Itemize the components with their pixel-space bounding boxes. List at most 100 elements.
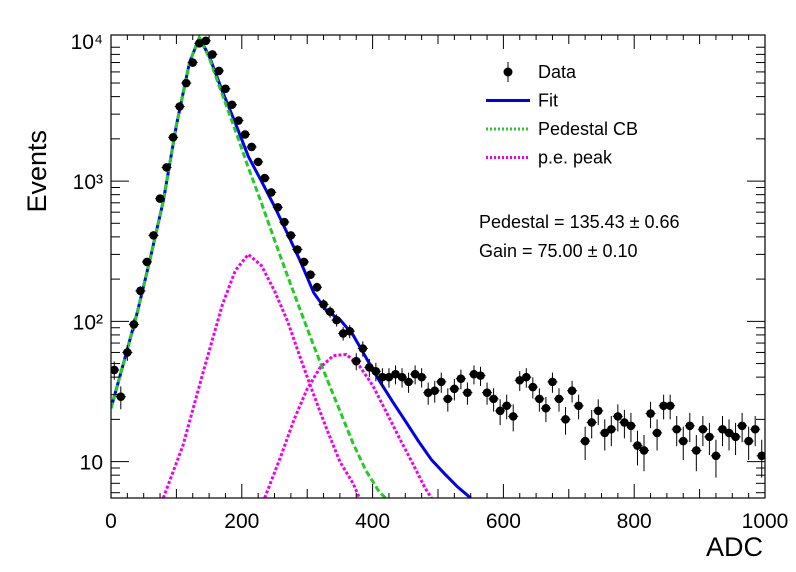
data-point — [299, 257, 309, 267]
data-point — [175, 102, 184, 111]
fit-annotations: Pedestal = 135.43 ± 0.66 Gain = 75.00 ± 0… — [479, 212, 680, 261]
data-point — [436, 377, 446, 387]
data-point — [280, 217, 289, 227]
x-tick-label: 0 — [105, 510, 117, 533]
tick-labels: 0 200 400 600 800 1000 10 10² 10³ 10⁴ — [71, 31, 789, 533]
data-point — [371, 367, 381, 376]
data-point — [639, 446, 649, 455]
data-point — [521, 372, 531, 382]
data-point — [450, 384, 459, 394]
data-point — [659, 401, 668, 411]
data-point — [136, 286, 145, 296]
data-point — [351, 356, 361, 366]
data-point — [672, 424, 682, 434]
data-point — [325, 307, 335, 317]
data-point — [554, 394, 564, 404]
data-point — [482, 388, 492, 397]
legend-label: Pedestal CB — [538, 119, 638, 139]
legend-label: Fit — [538, 91, 558, 111]
fit-annotation: Pedestal = 135.43 ± 0.66 — [479, 212, 680, 232]
data-point — [162, 163, 171, 172]
data-point — [718, 424, 727, 434]
data-point — [293, 245, 302, 254]
legend-label: Data — [538, 62, 577, 82]
data-point — [463, 388, 472, 397]
data-point — [607, 424, 616, 434]
data-point — [495, 406, 505, 416]
data-point — [260, 173, 269, 183]
data-point — [253, 157, 263, 167]
data-point — [129, 320, 139, 329]
data-point — [508, 412, 518, 421]
x-tick-label: 400 — [355, 510, 390, 533]
data-point — [149, 231, 158, 240]
data-point — [489, 394, 498, 404]
y-axis-title: Events — [22, 130, 52, 213]
data-point — [469, 369, 479, 379]
legend: Data Fit Pedestal CB p.e. peak — [486, 62, 638, 168]
data-point — [626, 421, 636, 431]
fit-annotation: Gain = 75.00 ± 0.10 — [479, 241, 638, 261]
data-point — [711, 451, 721, 461]
data-point — [698, 424, 708, 434]
data-point — [430, 386, 440, 396]
data-point — [123, 348, 132, 357]
x-tick-label: 600 — [486, 510, 521, 533]
data-point — [240, 130, 250, 139]
data-point — [319, 300, 328, 309]
data-point — [724, 428, 734, 438]
data-point — [678, 436, 688, 446]
data-point — [168, 133, 178, 142]
data-point — [155, 194, 165, 203]
data-point — [234, 116, 243, 125]
data-point — [731, 432, 740, 442]
data-point — [332, 315, 341, 325]
data-point — [502, 401, 511, 411]
data-point — [181, 78, 191, 88]
data-point — [116, 392, 126, 402]
data-point — [744, 436, 753, 446]
data-point — [273, 203, 283, 212]
data-point — [142, 257, 152, 267]
data-point — [404, 377, 413, 387]
data-point — [384, 372, 394, 382]
data-point — [515, 375, 525, 385]
data-point — [227, 100, 237, 110]
data-point — [208, 50, 217, 59]
data-point — [665, 401, 675, 411]
data-point — [548, 377, 557, 387]
data-point — [417, 372, 426, 382]
data-point — [593, 406, 603, 416]
curve-p-e-peak — [161, 252, 361, 498]
data-point — [476, 371, 485, 380]
curve-pedestal-cb — [111, 35, 387, 498]
data-point — [620, 418, 629, 427]
data-point — [410, 369, 420, 379]
data-point — [646, 409, 655, 418]
data-point — [705, 432, 714, 442]
data-point — [692, 446, 701, 455]
data-point — [600, 428, 610, 438]
x-tick-label: 800 — [617, 510, 652, 533]
data-point — [528, 382, 538, 392]
x-tick-label: 1000 — [742, 510, 789, 533]
data-point — [757, 451, 765, 461]
data-points — [111, 36, 765, 478]
data-point — [443, 394, 453, 404]
data-point — [567, 386, 577, 396]
data-point — [391, 369, 400, 379]
data-point — [306, 270, 315, 279]
data-point — [345, 326, 355, 336]
data-point — [266, 188, 276, 197]
data-point — [561, 415, 570, 424]
data-point — [286, 231, 296, 240]
axis-ticks — [110, 35, 766, 498]
legend-label: p.e. peak — [538, 148, 613, 168]
data-point — [633, 441, 642, 450]
x-tick-label: 200 — [224, 510, 259, 533]
data-point — [750, 424, 760, 434]
data-point — [456, 374, 466, 383]
x-axis-title: ADC — [706, 532, 763, 562]
data-point — [535, 394, 544, 404]
